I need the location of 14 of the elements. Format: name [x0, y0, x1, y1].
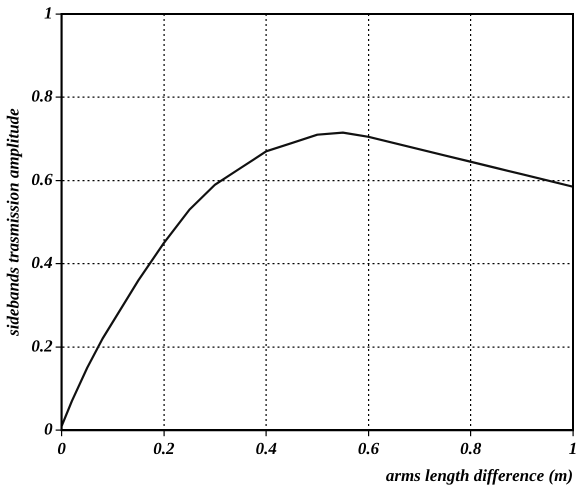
x-tick-label: 0.6: [358, 438, 380, 458]
x-tick-label: 0: [57, 438, 66, 458]
x-tick-label: 1: [568, 438, 578, 458]
y-tick-label: 0.6: [31, 170, 54, 189]
y-tick-label: 1: [44, 3, 53, 22]
y-tick-label: 0: [44, 420, 54, 439]
y-axis-title: sidebands trasmission amplitude: [4, 108, 23, 337]
x-tick-label: 0.4: [256, 438, 277, 458]
x-tick-label: 0.2: [153, 438, 176, 458]
x-tick-label: 0.8: [460, 438, 482, 458]
y-tick-label: 0.8: [31, 86, 54, 106]
x-axis-title: arms length difference (m): [386, 466, 573, 486]
y-tick-label: 0.2: [31, 336, 54, 356]
y-tick-label: 0.4: [31, 253, 53, 272]
